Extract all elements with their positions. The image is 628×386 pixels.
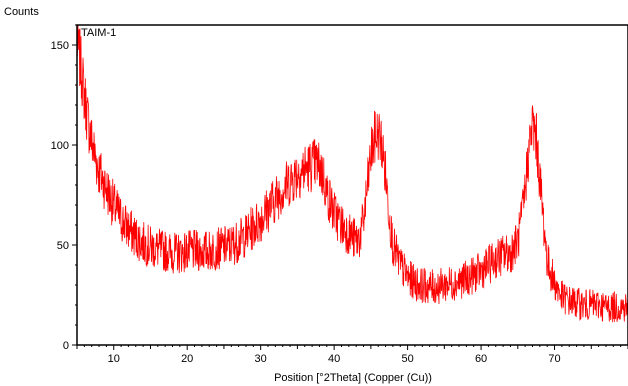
sample-label: TAIM-1 [81, 27, 116, 39]
y-tick-label: 50 [57, 240, 69, 252]
x-tick-label: 30 [255, 353, 267, 365]
y-axis: 0 50 100 150 [51, 24, 77, 352]
x-tick-label: 10 [108, 353, 120, 365]
x-axis: 10 20 30 40 50 60 70 [76, 345, 628, 365]
x-tick-label: 20 [181, 353, 193, 365]
x-tick-label: 70 [548, 353, 560, 365]
y-tick-label: 0 [63, 340, 69, 352]
x-tick-label: 50 [401, 353, 413, 365]
y-axis-title: Counts [4, 6, 39, 18]
x-tick-label: 40 [328, 353, 340, 365]
x-axis-title: Position [°2Theta] (Copper (Cu)) [274, 372, 432, 384]
y-tick-label: 150 [51, 40, 69, 52]
y-tick-label: 100 [51, 140, 69, 152]
x-tick-label: 60 [475, 353, 487, 365]
plot-series [76, 24, 628, 323]
series-line-0 [76, 24, 628, 323]
